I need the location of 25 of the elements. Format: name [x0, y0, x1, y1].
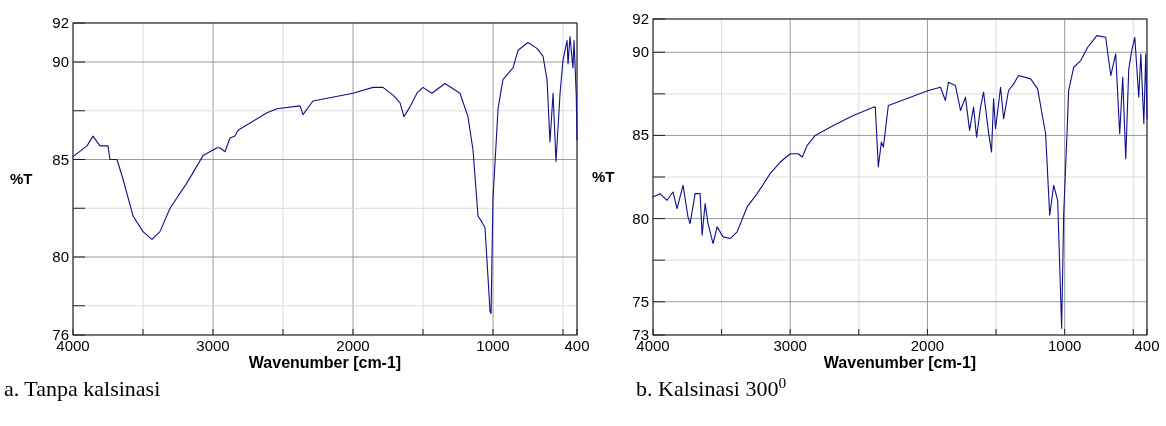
x-tick-label: 400: [564, 337, 590, 354]
y-tick-label: 90: [632, 43, 649, 61]
x-tick-label: 3000: [196, 337, 230, 354]
text: a. Tanpa kalsinasi: [4, 376, 161, 401]
x-axis-title: Wavenumber [cm-1]: [248, 354, 402, 371]
y-tick-label: 90: [52, 53, 69, 70]
x-tick-label: 400: [1134, 337, 1160, 354]
x-tick-label: 3000: [773, 337, 807, 354]
line-series: [72, 36, 578, 315]
x-tick-label: 1000: [476, 337, 510, 354]
y-axis-title: %T: [592, 168, 615, 185]
y-tick-label: 75: [632, 292, 649, 310]
y-tick-label: 85: [632, 126, 649, 144]
y-tick-label: 80: [632, 209, 649, 227]
y-tick-label: 80: [52, 248, 69, 265]
y-axis-title: %T: [10, 170, 33, 187]
x-axis-title: Wavenumber [cm-1]: [823, 354, 977, 371]
y-tick-label: 92: [632, 10, 649, 27]
y-tick-label: 85: [52, 150, 69, 168]
x-tick-label: 2000: [336, 337, 370, 354]
line-series: [652, 35, 1148, 329]
text: b. Kalsinasi 300$^{0}$: [636, 373, 787, 401]
x-tick-label: 1000: [1047, 337, 1082, 354]
x-tick-label: 2000: [910, 337, 945, 354]
y-tick-label: 92: [52, 14, 69, 31]
